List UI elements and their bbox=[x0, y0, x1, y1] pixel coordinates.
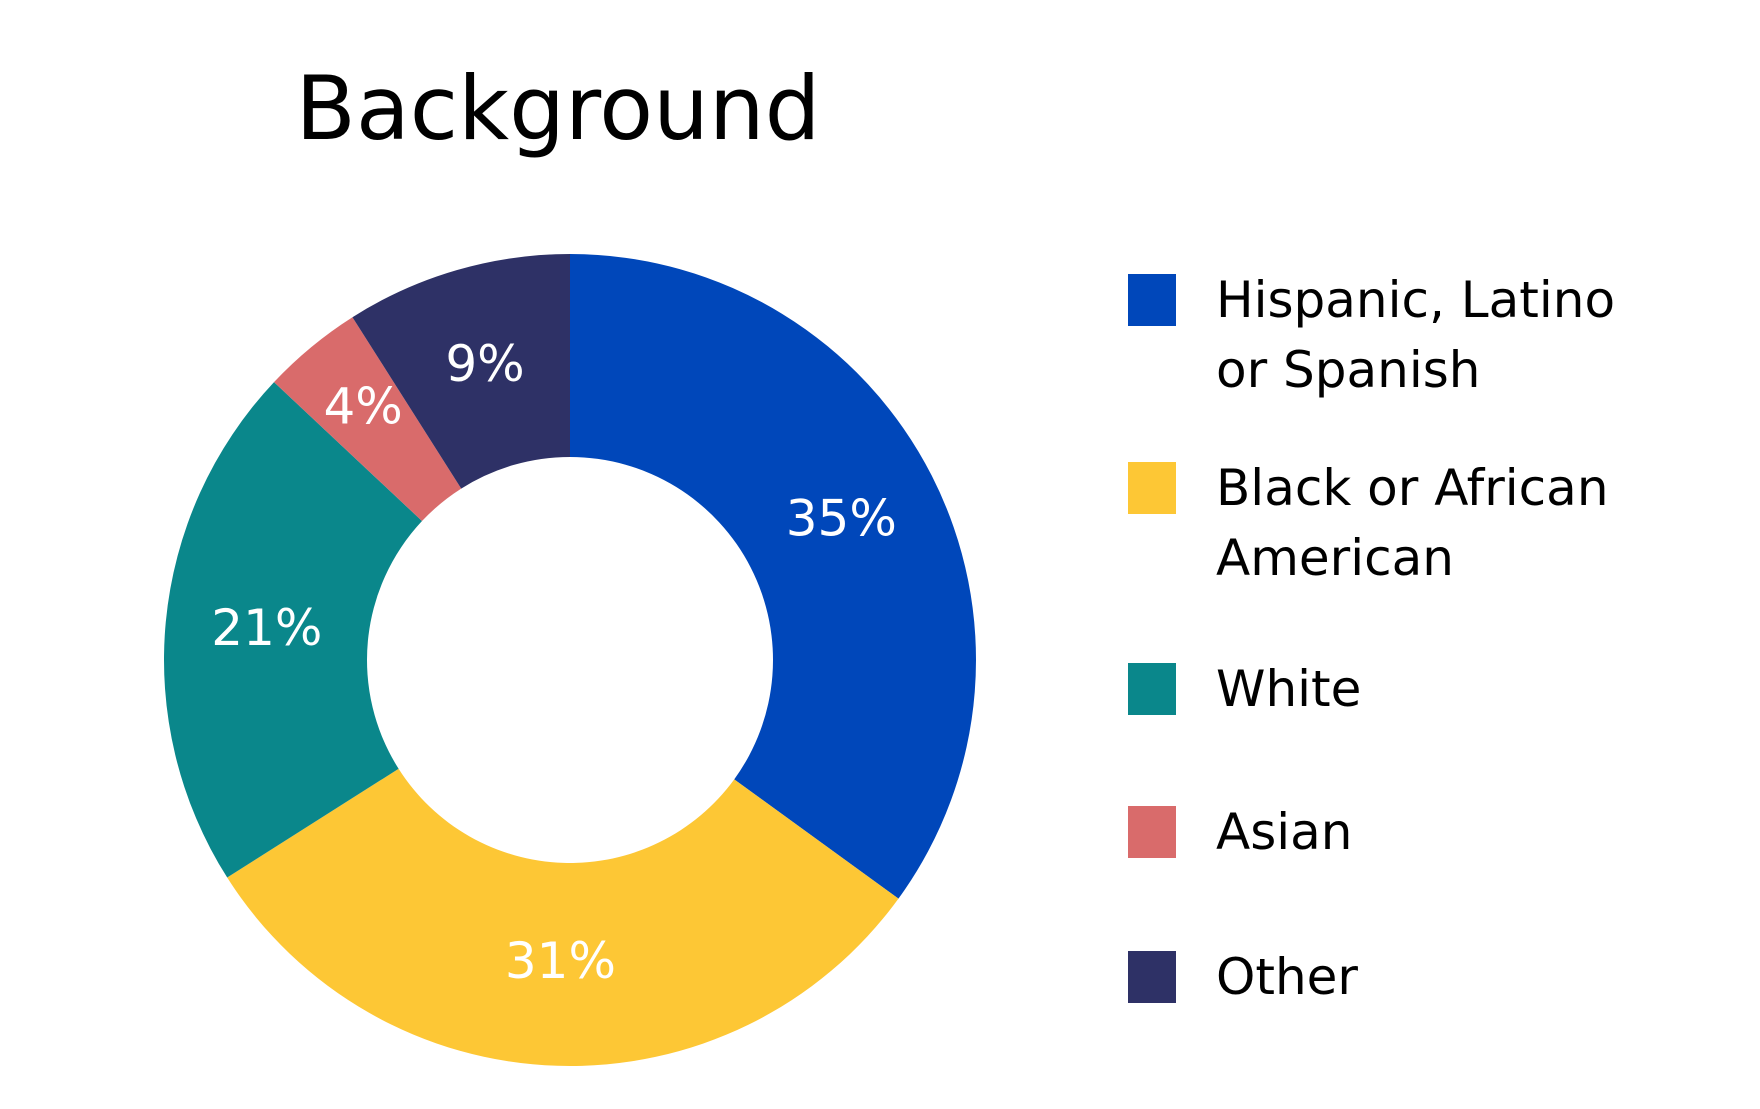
legend-label: Asian bbox=[1216, 803, 1353, 861]
legend-item: Asian bbox=[1128, 803, 1636, 867]
legend-swatch bbox=[1128, 274, 1176, 326]
slice-label: 21% bbox=[211, 599, 322, 657]
slice-label: 4% bbox=[323, 377, 402, 435]
legend-item: White bbox=[1128, 660, 1636, 724]
legend-swatch bbox=[1128, 663, 1176, 715]
legend-swatch bbox=[1128, 951, 1176, 1003]
legend-label: White bbox=[1216, 660, 1362, 718]
legend-item: Hispanic, Latino or Spanish bbox=[1128, 271, 1636, 405]
chart-title: Background bbox=[296, 57, 821, 160]
legend-swatch bbox=[1128, 462, 1176, 514]
legend-item: Black or African American bbox=[1128, 459, 1636, 593]
legend-swatch bbox=[1128, 806, 1176, 858]
legend-label: Other bbox=[1216, 948, 1358, 1006]
slice bbox=[227, 768, 899, 1066]
slice-label: 31% bbox=[505, 932, 616, 990]
slice bbox=[164, 382, 423, 878]
slice-label: 9% bbox=[445, 335, 524, 393]
slice bbox=[570, 254, 976, 899]
legend-label: Hispanic, Latino or Spanish bbox=[1216, 271, 1616, 399]
slice bbox=[352, 254, 570, 489]
slice bbox=[274, 317, 462, 522]
slice-label: 35% bbox=[786, 489, 897, 547]
legend-label: Black or African American bbox=[1216, 459, 1609, 587]
legend-item: Other bbox=[1128, 948, 1636, 1012]
